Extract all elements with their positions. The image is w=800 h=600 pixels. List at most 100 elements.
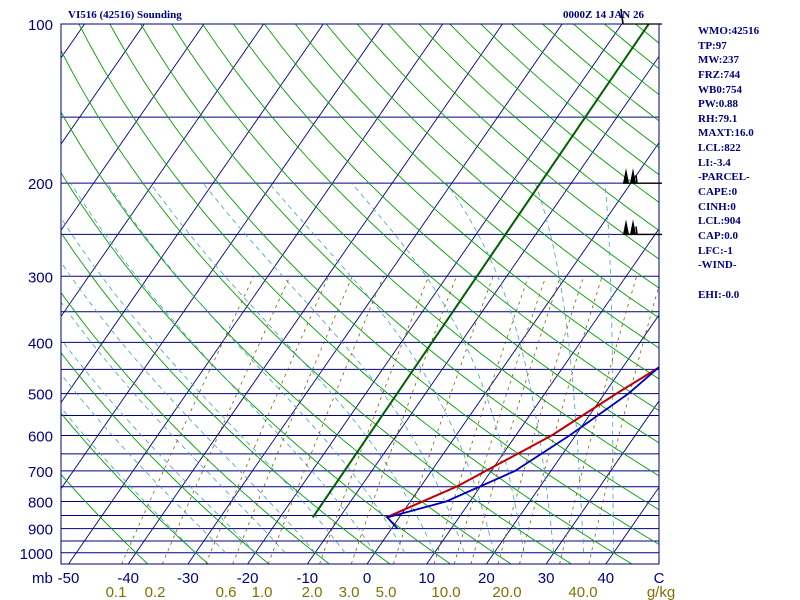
isotherm-line [0, 24, 25, 564]
isotherm-line [486, 314, 659, 564]
stat-line: WMO:42516 [698, 25, 760, 37]
mixing-ratio-label: 40.0 [568, 584, 597, 600]
moist-adiabat-line [149, 182, 435, 553]
mixing-ratio-line [588, 284, 659, 564]
moist-adiabat-line [268, 182, 495, 553]
dry-adiabat-line [61, 171, 451, 564]
mixing-ratio-label: 5.0 [376, 584, 397, 600]
dry-adiabat-line [294, 24, 659, 349]
stat-line: -WIND- [698, 259, 737, 272]
stat-line: LCL:904 [698, 215, 741, 228]
isotherm-line [61, 24, 324, 404]
station-title: VI516 (42516) Sounding [68, 9, 182, 21]
dry-adiabat-line [573, 24, 659, 96]
plot-frame [60, 23, 660, 565]
mixing-ratio-line [433, 276, 529, 564]
moist-adiabat-line [61, 261, 316, 554]
mixing-ratio-line [470, 276, 561, 564]
isotherm-line [426, 228, 659, 564]
stat-line: CINH:0 [698, 200, 736, 213]
parcel-profile [386, 366, 659, 530]
temp-tick-label: -50 [58, 570, 80, 587]
mixing-ratio-line [121, 276, 255, 564]
pressure-tick-label: 300 [28, 269, 53, 286]
pressure-tick-label: 200 [28, 176, 53, 193]
wind-barb [623, 219, 662, 236]
dry-adiabat-line [264, 24, 659, 380]
pressure-tick-label: 600 [28, 428, 53, 445]
temp-tick-label: -10 [296, 570, 318, 587]
dry-adiabat-line [140, 24, 659, 511]
temp-tick-label: -20 [237, 570, 259, 587]
pressure-tick-label: 700 [28, 464, 53, 481]
dry-adiabat-line [233, 24, 659, 412]
mixing-ratio-label: 0.2 [145, 584, 166, 600]
moist-adiabat-line [446, 182, 555, 553]
dry-adiabat-line [78, 24, 633, 564]
moist-adiabat-line [70, 182, 376, 554]
dry-adiabat-line [171, 24, 659, 477]
temp-tick-label: 40 [597, 570, 614, 587]
stat-line: MW:237 [698, 54, 739, 67]
mixing-ratio-line [497, 276, 585, 564]
mixing-ratio-line [161, 276, 291, 564]
stat-line: PW:0.88 [698, 98, 739, 111]
stat-line [698, 273, 759, 288]
stat-line: -PARCEL- [698, 171, 750, 184]
stats-panel: WMO:42516 TP:97 MW:237 FRZ:744 WB0:754 PW:0.8… [698, 24, 759, 302]
grid-layer [0, 24, 659, 564]
mixing-ratio-line [232, 276, 353, 564]
temp-tick-label: -40 [117, 570, 139, 587]
mixing-ratio-line [559, 276, 637, 564]
stat-line: FRZ:744 [698, 68, 741, 81]
isotherm-line [61, 24, 264, 318]
pressure-tick-label: 800 [28, 495, 53, 512]
temp-units-label: C [654, 570, 665, 587]
temp-tick-label: 20 [478, 570, 495, 587]
dry-adiabat-line [109, 24, 659, 545]
temp-tick-label: 30 [538, 570, 555, 587]
pressure-tick-label: 900 [28, 522, 53, 539]
dry-adiabat-line [61, 111, 512, 564]
moist-adiabat-line [604, 183, 614, 553]
dry-adiabat-line [61, 291, 330, 564]
moist-adiabat-line [61, 373, 226, 554]
mixing-ratio-label: 3.0 [339, 584, 360, 600]
wind-barb [623, 168, 662, 184]
stat-line: LCL:822 [698, 142, 741, 155]
temp-tick-label: -30 [177, 570, 199, 587]
dry-adiabat-line [325, 24, 659, 319]
mixing-ratio-label: 0.1 [106, 584, 127, 600]
dry-adiabat-line [356, 24, 659, 289]
temp-tick-label: 0 [363, 570, 371, 587]
dry-adiabat-line [61, 351, 270, 564]
dry-adiabat-line [61, 412, 209, 564]
moist-adiabat-line [61, 301, 286, 554]
pressure-units-label: mb [32, 570, 53, 587]
isotherm-line [68, 24, 444, 564]
mixing-ratio-line [519, 276, 603, 564]
wind-barbs [620, 8, 662, 236]
pressure-tick-label: 100 [28, 17, 53, 34]
mixing-ratio-line [453, 276, 547, 564]
isotherm-line [61, 24, 145, 145]
pressure-tick-label: 1000 [20, 546, 53, 563]
stat-line: TP:97 [698, 39, 727, 52]
dry-adiabat-line [202, 24, 659, 444]
stat-line: CAPE:0 [698, 186, 738, 199]
moist-adiabat-line [61, 406, 196, 554]
profiles-layer [311, 24, 659, 530]
isotherm-line [61, 24, 205, 232]
stat-line: CAP:0.0 [698, 229, 739, 242]
mixing-ratio-label: 20.0 [492, 584, 521, 600]
mixing-ratio-label: 0.6 [216, 584, 237, 600]
mixing-ratio-line [267, 276, 384, 564]
mixing-ratio-line [319, 276, 429, 564]
sounding-time: 0000Z 14 JAN 26 [563, 9, 644, 21]
isotherm-line [187, 24, 563, 564]
temp-tick-label: 10 [418, 570, 435, 587]
stat-line: RH:79.1 [698, 112, 738, 125]
moist-adiabat-line [351, 182, 525, 553]
wind-barb [620, 8, 662, 25]
